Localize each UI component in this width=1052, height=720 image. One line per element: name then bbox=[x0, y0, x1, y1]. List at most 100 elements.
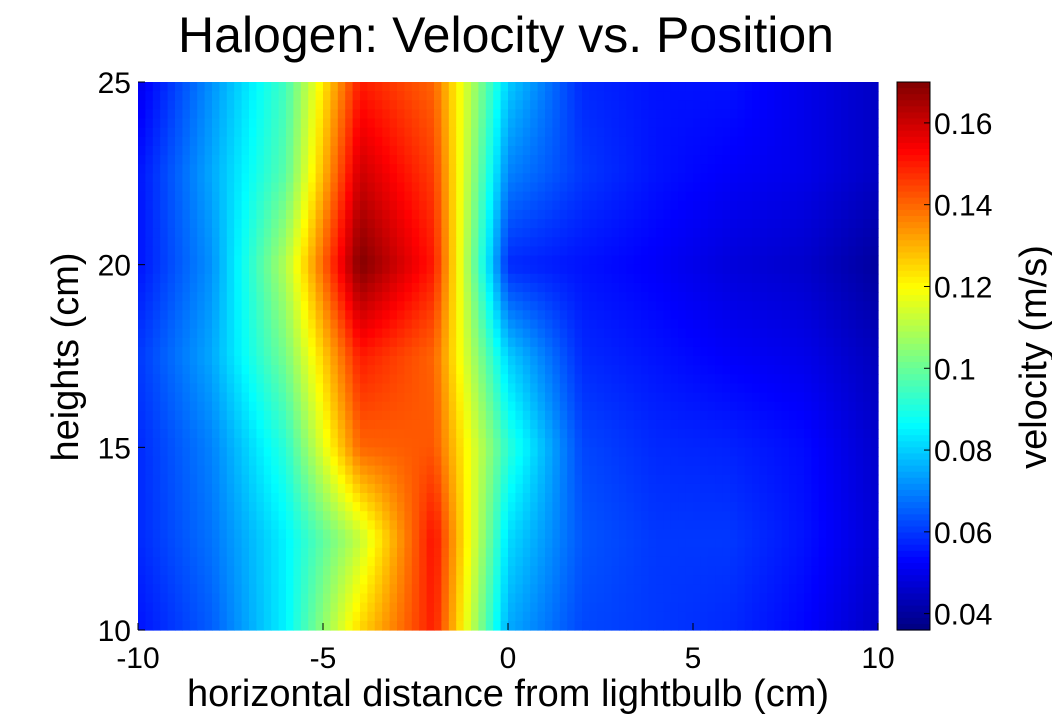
heatmap-cell bbox=[619, 419, 627, 430]
heatmap-cell bbox=[870, 401, 879, 412]
heatmap-cell bbox=[308, 493, 317, 503]
heatmap-cell bbox=[226, 200, 235, 211]
heatmap-cell bbox=[744, 127, 753, 138]
heatmap-cell bbox=[337, 429, 346, 439]
heatmap-cell bbox=[167, 474, 176, 485]
heatmap-cell bbox=[152, 529, 161, 540]
heatmap-cell bbox=[426, 410, 435, 421]
heatmap-cell bbox=[781, 200, 790, 211]
heatmap-cell bbox=[219, 237, 228, 247]
heatmap-cell bbox=[663, 520, 672, 531]
heatmap-cell bbox=[515, 82, 524, 92]
heatmap-cell bbox=[382, 529, 391, 540]
heatmap-cell bbox=[175, 200, 183, 211]
heatmap-cell bbox=[197, 328, 206, 339]
heatmap-cell bbox=[826, 310, 835, 321]
heatmap-cell bbox=[263, 182, 272, 193]
heatmap-cell bbox=[759, 82, 768, 92]
heatmap-cell bbox=[574, 100, 583, 110]
heatmap-cell bbox=[175, 374, 183, 384]
heatmap-cell bbox=[263, 374, 272, 384]
heatmap-cell bbox=[796, 383, 805, 394]
heatmap-cell bbox=[263, 292, 272, 302]
heatmap-cell bbox=[818, 346, 827, 357]
heatmap-cell bbox=[182, 429, 191, 439]
heatmap-cell bbox=[448, 191, 457, 202]
heatmap-cell bbox=[604, 246, 613, 257]
heatmap-cell bbox=[663, 456, 672, 467]
heatmap-cell bbox=[641, 255, 650, 266]
heatmap-cell bbox=[189, 292, 198, 302]
heatmap-cell bbox=[515, 182, 524, 193]
heatmap-cell bbox=[522, 191, 531, 202]
heatmap-cell bbox=[389, 310, 398, 321]
heatmap-cell bbox=[249, 456, 257, 467]
heatmap-cell bbox=[271, 228, 280, 238]
heatmap-cell bbox=[360, 529, 368, 540]
heatmap-cell bbox=[286, 529, 294, 540]
heatmap-cell bbox=[530, 447, 539, 458]
heatmap-cell bbox=[204, 127, 213, 138]
heatmap-cell bbox=[278, 155, 287, 165]
heatmap-cell bbox=[175, 264, 183, 275]
heatmap-cell bbox=[397, 219, 405, 229]
heatmap-cell bbox=[804, 356, 812, 366]
heatmap-cell bbox=[182, 118, 191, 129]
heatmap-cell bbox=[478, 365, 487, 375]
heatmap-cell bbox=[278, 200, 287, 211]
heatmap-cell bbox=[226, 346, 235, 357]
heatmap-cell bbox=[337, 346, 346, 357]
heatmap-cell bbox=[730, 474, 738, 485]
heatmap-cell bbox=[744, 155, 753, 165]
heatmap-cell bbox=[648, 292, 657, 302]
heatmap-cell bbox=[508, 529, 516, 540]
heatmap-cell bbox=[478, 511, 487, 521]
heatmap-cell bbox=[789, 118, 798, 129]
heatmap-cell bbox=[596, 155, 605, 165]
heatmap-cell bbox=[663, 365, 672, 375]
heatmap-cell bbox=[759, 374, 768, 384]
heatmap-cell bbox=[522, 511, 531, 521]
heatmap-cell bbox=[700, 374, 709, 384]
heatmap-cell bbox=[204, 255, 213, 266]
heatmap-cell bbox=[515, 520, 524, 531]
heatmap-cell bbox=[263, 419, 272, 430]
heatmap-cell bbox=[256, 419, 265, 430]
heatmap-cell bbox=[234, 91, 243, 101]
heatmap-cell bbox=[552, 438, 561, 448]
heatmap-cell bbox=[241, 511, 250, 521]
heatmap-cell bbox=[352, 365, 361, 375]
heatmap-cell bbox=[175, 483, 183, 494]
heatmap-cell bbox=[744, 82, 753, 92]
heatmap-cell bbox=[715, 200, 724, 211]
heatmap-cell bbox=[744, 438, 753, 448]
heatmap-cell bbox=[219, 502, 228, 512]
heatmap-cell bbox=[485, 219, 494, 229]
heatmap-cell bbox=[833, 292, 842, 302]
heatmap-cell bbox=[811, 246, 820, 257]
heatmap-cell bbox=[271, 109, 280, 120]
heatmap-cell bbox=[559, 346, 568, 357]
heatmap-cell bbox=[197, 319, 206, 330]
heatmap-cell bbox=[434, 219, 442, 229]
heatmap-cell bbox=[138, 392, 146, 403]
heatmap-cell bbox=[589, 493, 598, 503]
heatmap-cell bbox=[337, 264, 346, 275]
heatmap-cell bbox=[175, 173, 183, 184]
heatmap-cell bbox=[530, 401, 539, 412]
heatmap-cell bbox=[515, 191, 524, 202]
heatmap-cell bbox=[441, 310, 450, 321]
heatmap-cell bbox=[315, 292, 324, 302]
heatmap-cell bbox=[596, 182, 605, 193]
heatmap-cell bbox=[426, 200, 435, 211]
heatmap-cell bbox=[345, 91, 354, 101]
heatmap-cell bbox=[596, 173, 605, 184]
heatmap-cell bbox=[552, 456, 561, 467]
heatmap-cell bbox=[826, 447, 835, 458]
heatmap-cell bbox=[315, 200, 324, 211]
heatmap-cell bbox=[337, 228, 346, 238]
heatmap-cell bbox=[848, 365, 857, 375]
heatmap-cell bbox=[582, 182, 590, 193]
heatmap-cell bbox=[619, 292, 627, 302]
heatmap-cell bbox=[789, 155, 798, 165]
